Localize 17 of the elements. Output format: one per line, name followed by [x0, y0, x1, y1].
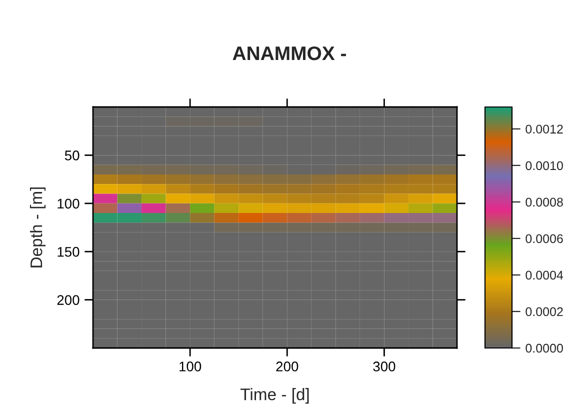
color-bar-label: 0.0010 [526, 161, 563, 170]
y-tick-label: 150 [58, 246, 80, 257]
chart-title: ANAMMOX - [232, 46, 346, 60]
y-axis-title: Depth - [m] [30, 187, 46, 268]
x-axis-title: Time - [d] [240, 388, 309, 404]
x-tick-label: 200 [276, 362, 298, 372]
color-bar-label: 0.0002 [526, 307, 563, 316]
y-tick-label: 50 [64, 150, 80, 160]
color-bar-label: 0.0004 [526, 270, 564, 280]
y-tick-label: 200 [57, 295, 80, 305]
x-tick-label: 300 [373, 362, 396, 372]
y-tick-label: 100 [58, 198, 80, 209]
x-tick-label: 100 [180, 362, 202, 372]
color-bar-label: 0.0006 [526, 234, 563, 244]
color-bar-label: 0.0000 [526, 344, 563, 353]
color-bar-label: 0.0008 [526, 198, 563, 207]
color-bar-label: 0.0012 [526, 124, 563, 134]
